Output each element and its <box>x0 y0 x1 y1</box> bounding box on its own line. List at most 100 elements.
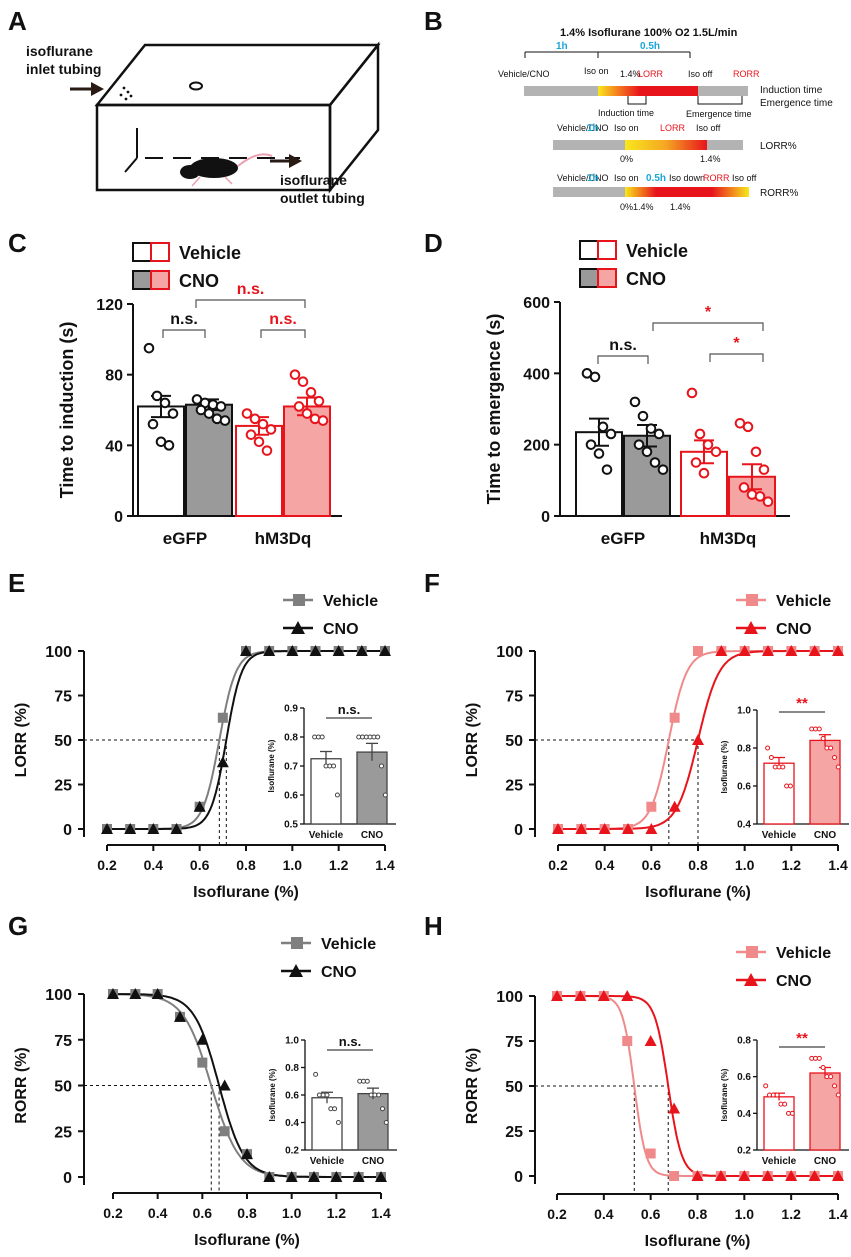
inset-data-point <box>319 734 325 740</box>
inset-x-tick-label: Vehicle <box>310 1156 345 1167</box>
x-tick-label: 1.0 <box>735 857 755 873</box>
legend-label: CNO <box>321 964 357 981</box>
y-tick-label: 200 <box>523 438 550 455</box>
significance-label: * <box>733 335 740 352</box>
data-point-square <box>622 1036 633 1046</box>
timeline-label: Vehicle/CNO <box>498 69 550 79</box>
inset-y-tick-label: 0.5 <box>284 820 298 831</box>
inset-significance-label: ** <box>796 1030 808 1047</box>
data-point <box>289 369 301 380</box>
data-point-square <box>669 1171 680 1181</box>
legend-swatch <box>579 240 599 260</box>
row-label: Induction time <box>760 85 823 96</box>
data-point-triangle <box>575 823 588 834</box>
x-tick-label: 1.4 <box>828 857 848 873</box>
x-tick-label: 0.8 <box>237 1205 257 1221</box>
inset-data-point <box>334 792 340 798</box>
y-axis-label: Time to emergence (s) <box>484 314 504 505</box>
inner-edge <box>124 157 138 173</box>
data-point-square <box>219 1126 230 1137</box>
data-point-triangle <box>379 645 391 656</box>
bracket <box>627 96 647 105</box>
y-tick-label: 0 <box>63 822 72 839</box>
data-point-triangle <box>645 823 658 834</box>
x-axis-label: Isoflurane (%) <box>645 884 751 901</box>
inset-data-point <box>364 1078 370 1084</box>
legend-swatch <box>132 270 152 290</box>
y-tick-label: 0 <box>63 1170 72 1187</box>
data-point-triangle <box>355 645 368 656</box>
data-point <box>750 446 762 458</box>
data-point-triangle <box>174 1010 186 1022</box>
data-point-triangle <box>124 823 137 834</box>
duration-label: 1h <box>587 173 599 184</box>
data-point <box>758 464 770 475</box>
data-point <box>657 464 669 475</box>
data-point <box>159 397 171 409</box>
inset-data-point <box>375 734 381 740</box>
inset-data-point <box>332 1106 338 1112</box>
significance-bracket <box>597 355 649 364</box>
mouse-head <box>180 165 200 179</box>
panel-letter-e: E <box>8 568 25 598</box>
x-axis-label: Isoflurane (%) <box>194 1232 300 1249</box>
timeline-label: Iso off <box>688 69 713 79</box>
timeline-label: Induction time <box>598 108 654 118</box>
inlet-hole <box>122 86 126 90</box>
inset-data-point <box>382 792 388 798</box>
y-tick-label: 25 <box>54 778 72 795</box>
inset-data-point <box>380 1106 385 1112</box>
data-point <box>742 421 754 433</box>
significance-label: n.s. <box>170 311 198 328</box>
x-tick-label: 1.0 <box>283 857 303 873</box>
row-label: RORR% <box>760 188 798 199</box>
panel-letter-h: H <box>424 911 443 941</box>
data-point <box>241 408 253 419</box>
data-point-triangle <box>263 1171 276 1182</box>
inset-y-tick-label: 0.9 <box>284 704 298 715</box>
fit-curve <box>107 650 385 830</box>
data-point-triangle <box>574 990 587 1001</box>
y-tick-label: 75 <box>54 689 72 706</box>
inset-data-point <box>835 764 841 770</box>
data-point <box>629 396 641 408</box>
timeline-label: Emergence time <box>686 109 752 119</box>
data-point-square <box>669 712 680 723</box>
data-point-triangle <box>785 645 798 656</box>
duration-label: 0.5h <box>646 173 666 184</box>
x-tick-label: 0.4 <box>595 857 615 873</box>
y-tick-label: 100 <box>45 987 72 1004</box>
panel-f-chart: 0 25 50 75 100 0.2 0.4 0.6 0.8 1.0 1.2 1.4 Isofluran… <box>464 593 849 901</box>
x-tick-label: 0.8 <box>688 857 708 873</box>
inset-x-tick-label: CNO <box>814 1156 836 1167</box>
top-hole <box>189 81 203 91</box>
y-tick-label: 80 <box>105 368 123 385</box>
panel-c-chart: 0 40 80 120 Time to induction (s) eGFP hM3Dq Ve… <box>57 242 342 548</box>
x-tick-label: 0.4 <box>594 1206 614 1222</box>
inset-data-point <box>324 1092 330 1098</box>
x-tick-label: 0.2 <box>547 1206 567 1222</box>
inset-data-point <box>835 1092 841 1098</box>
x-tick-label: 1.4 <box>375 857 395 873</box>
x-tick-label: hM3Dq <box>700 529 757 548</box>
timeline-label: 0% <box>620 154 633 164</box>
y-tick-label: 25 <box>505 778 523 795</box>
significance-label: * <box>705 304 712 321</box>
data-point <box>597 421 609 433</box>
y-tick-label: 0 <box>514 1169 523 1186</box>
timeline-label: Vehicle/CNO <box>557 173 609 183</box>
data-point <box>633 439 645 450</box>
panel-d-chart: 0 200 400 600 Time to emergence (s) eGFP hM3Dq… <box>484 240 790 548</box>
y-tick-label: 50 <box>54 1079 72 1096</box>
data-point <box>649 457 661 468</box>
significance-bracket <box>709 353 764 362</box>
inset-significance-label: n.s. <box>339 1034 361 1049</box>
timeline-label: Iso off <box>732 173 757 183</box>
duration-label: 0.5h <box>640 41 660 52</box>
data-point-triangle <box>832 1170 844 1181</box>
timeline-anesthesia <box>640 86 698 96</box>
legend-marker <box>744 621 758 634</box>
x-tick-label: 1.2 <box>781 1206 801 1222</box>
data-point-triangle <box>218 1079 231 1091</box>
